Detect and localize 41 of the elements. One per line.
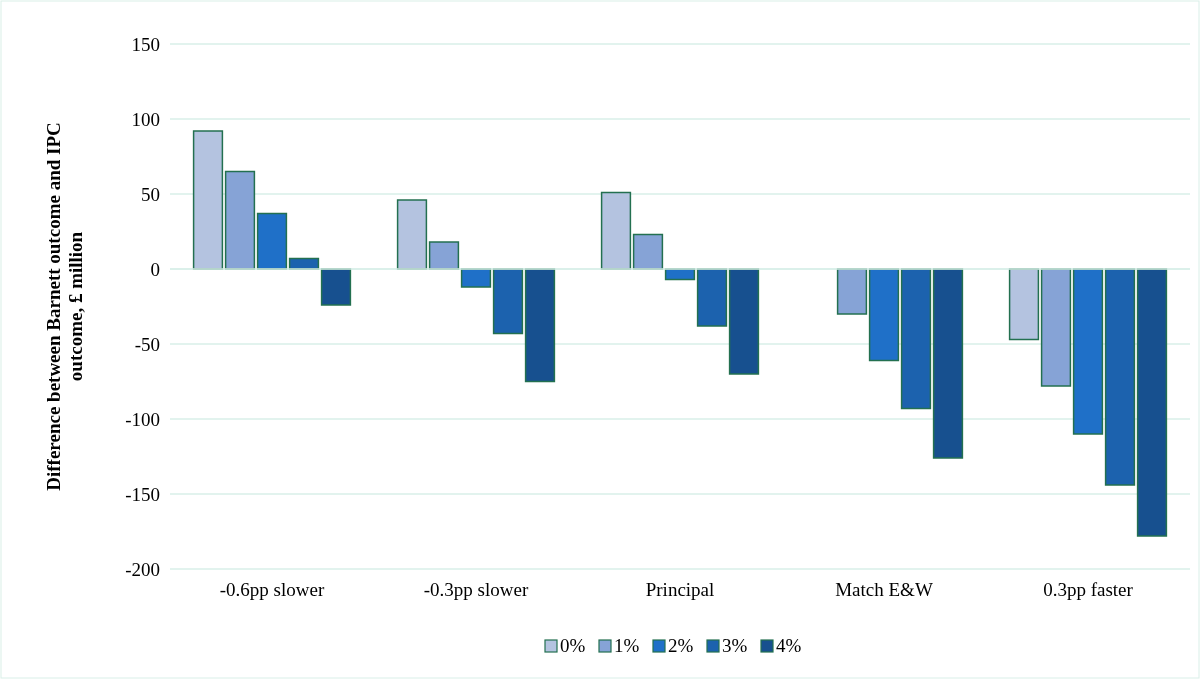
y-tick-label: -200 xyxy=(125,558,160,580)
bar xyxy=(632,233,664,270)
bar xyxy=(1104,268,1136,486)
bar xyxy=(460,268,492,288)
y-tick-label: 0 xyxy=(150,258,160,280)
bar xyxy=(224,170,256,270)
y-tick-label: -150 xyxy=(125,483,160,505)
bar xyxy=(428,241,460,270)
legend-label: 4% xyxy=(776,635,802,656)
bar xyxy=(868,268,900,362)
bar xyxy=(728,268,760,375)
bar xyxy=(1040,268,1072,387)
bar xyxy=(900,268,932,410)
y-axis-title: Difference between Barnett outcome and IPC outcome, £ million xyxy=(43,122,86,491)
bar xyxy=(320,268,352,306)
bar xyxy=(492,268,524,335)
bar xyxy=(932,268,964,459)
bar xyxy=(696,268,728,327)
bar xyxy=(1008,268,1040,341)
y-tick-label: -100 xyxy=(125,408,160,430)
bar xyxy=(1072,268,1104,435)
bar xyxy=(600,191,632,270)
x-tick-label: -0.3pp slower xyxy=(423,579,529,601)
bar xyxy=(396,199,428,270)
legend-label: 1% xyxy=(614,635,640,656)
y-tick-label: 50 xyxy=(141,183,160,205)
y-tick-label: -50 xyxy=(134,333,160,355)
legend-label: 2% xyxy=(668,635,694,656)
x-tick-label: Principal xyxy=(645,579,715,601)
x-tick-label: Match E&W xyxy=(835,579,933,601)
bar xyxy=(192,130,224,270)
y-tick-label: 150 xyxy=(131,33,160,55)
bar xyxy=(524,268,556,383)
y-tick-label: 100 xyxy=(131,108,160,130)
bar xyxy=(1136,268,1168,537)
x-tick-label: -0.6pp slower xyxy=(219,579,325,601)
legend-label: 0% xyxy=(560,635,586,656)
bar xyxy=(836,268,868,315)
legend-label: 3% xyxy=(722,635,748,656)
bar xyxy=(256,212,288,270)
x-tick-label: 0.3pp faster xyxy=(1043,579,1134,601)
